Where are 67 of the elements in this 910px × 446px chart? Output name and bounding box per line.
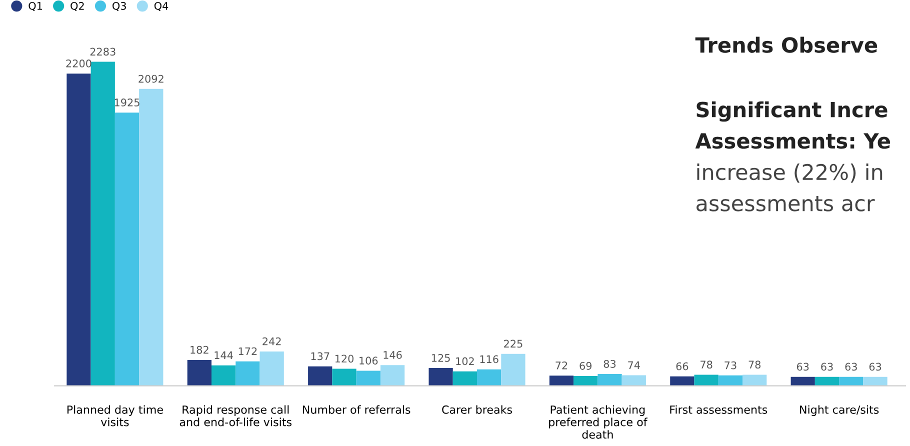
data-label: 83	[604, 360, 616, 368]
bar	[622, 375, 646, 386]
data-label: 74	[628, 361, 640, 369]
data-label: 78	[748, 360, 761, 369]
data-label: 72	[556, 362, 568, 370]
bar	[574, 376, 598, 386]
annotation: Significant Incre	[696, 101, 888, 122]
data-label: 102	[456, 357, 474, 366]
data-label: 182	[190, 346, 208, 354]
bar	[694, 374, 718, 386]
bar	[477, 369, 502, 386]
bar	[236, 361, 260, 386]
data-label: 144	[214, 351, 233, 360]
x-tick-label: Rapid response call and end-of-life visits	[180, 405, 292, 426]
data-label: 172	[238, 347, 257, 356]
bar	[187, 360, 212, 386]
x-tick-label: Planned day time visits	[67, 405, 163, 426]
bar	[718, 375, 743, 386]
bar	[501, 354, 526, 386]
bar	[139, 88, 164, 386]
bar	[308, 366, 332, 386]
bar	[90, 62, 115, 386]
data-label: 125	[432, 354, 450, 362]
data-label: 69	[580, 362, 592, 370]
legend-label: Q2	[70, 2, 84, 12]
data-label: 146	[384, 351, 402, 359]
data-label: 63	[869, 362, 882, 371]
bar	[428, 368, 453, 386]
data-label: 63	[845, 362, 857, 371]
annotation: Assessments: Ye	[695, 133, 890, 149]
legend-label: Q3	[112, 2, 126, 12]
x-tick-label: Number of referrals	[302, 405, 410, 414]
bar	[356, 370, 380, 386]
x-tick-label: First assessments	[670, 405, 768, 414]
bar	[863, 376, 888, 386]
bar	[598, 374, 622, 386]
bar	[742, 374, 767, 386]
data-label: 116	[480, 355, 498, 364]
data-label: 242	[262, 337, 281, 346]
data-label: 73	[724, 361, 736, 370]
bar	[549, 376, 574, 386]
x-tick-label: Carer breaks	[442, 405, 512, 414]
bar	[670, 376, 694, 386]
bar	[332, 368, 356, 386]
data-label: 120	[335, 354, 354, 363]
bar	[211, 365, 236, 386]
data-label: 66	[676, 362, 688, 370]
data-label: 225	[504, 340, 522, 348]
annotation: increase (22%) in	[697, 164, 882, 183]
bar	[452, 371, 478, 386]
x-tick-label: Night care/sits	[800, 405, 879, 416]
x-tick-label: Patient achieving preferred place of death	[549, 405, 648, 439]
text: Trends Observe	[695, 36, 878, 53]
data-label: 2283	[90, 48, 116, 56]
bar	[380, 365, 405, 386]
annotation: assessments acr	[696, 196, 875, 212]
data-label: 106	[360, 356, 378, 365]
legend-label: Q4	[154, 2, 168, 12]
bar	[66, 74, 91, 386]
data-label: 2092	[138, 74, 164, 83]
bar	[114, 112, 140, 386]
bar	[260, 351, 284, 386]
data-label: 63	[821, 362, 833, 371]
data-label: 137	[311, 352, 330, 360]
data-label: 78	[700, 360, 712, 369]
data-label: 63	[796, 362, 809, 371]
legend-label: Q1	[28, 2, 42, 12]
